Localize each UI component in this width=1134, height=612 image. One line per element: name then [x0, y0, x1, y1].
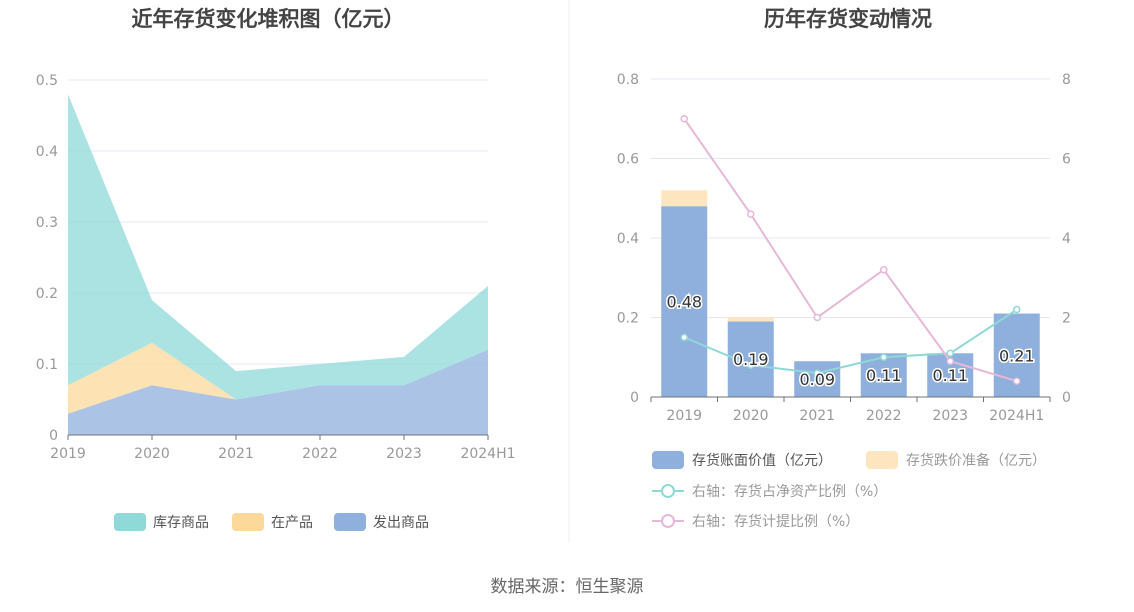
right-legend-marker [661, 484, 675, 498]
left-legend-swatch [114, 513, 146, 531]
right-y-axis: 0 0.2 0.4 0.6 0.8 [617, 72, 639, 406]
line-point [813, 313, 821, 322]
left-x-tick: 2021 [218, 446, 254, 462]
left-x-axis: 2019 2020 2021 2022 2023 2024H1 [50, 434, 516, 462]
area-在产品 [68, 342, 488, 414]
left-x-tick: 2019 [50, 446, 86, 462]
right-x-tick: 2020 [733, 408, 769, 424]
right-lines [680, 115, 1021, 385]
left-y-tick: 0.2 [36, 286, 58, 302]
bar-book-value [661, 206, 708, 397]
left-legend: 库存商品 在产品 发出商品 [114, 513, 429, 531]
data-source: 数据来源：恒生聚源 [491, 577, 644, 597]
left-legend-label: 库存商品 [153, 515, 209, 531]
bar-data-label: 0.09 [799, 370, 835, 389]
right-y-tick: 0.6 [617, 152, 639, 168]
bar-data-label: 0.21 [999, 346, 1035, 365]
left-y-axis: 0 0.1 0.2 0.3 0.4 0.5 [36, 73, 58, 444]
left-y-tick: 0.3 [36, 215, 58, 231]
left-x-tick: 2023 [386, 446, 422, 462]
right-y-tick: 0.4 [617, 231, 639, 247]
left-x-tick: 2024H1 [460, 446, 515, 462]
right-x-tick: 2021 [799, 408, 835, 424]
right-x-tick: 2024H1 [989, 408, 1044, 424]
right-y2-tick: 8 [1062, 72, 1071, 88]
left-y-tick: 0.5 [36, 73, 58, 89]
area-库存商品 [68, 94, 488, 400]
right-y-tick: 0.8 [617, 72, 639, 88]
right-y2-tick: 6 [1062, 152, 1071, 168]
bar-data-label: 0.48 [666, 293, 702, 312]
line-point [946, 349, 954, 358]
right-legend: 存货账面价值（亿元） 存货跌价准备（亿元） 右轴：存货占净资产比例（%） 右轴：存货计… [652, 451, 1046, 530]
bar-data-label: 0.19 [733, 350, 769, 369]
bar-data-label: 0.11 [932, 366, 968, 385]
line-point [680, 333, 688, 342]
line-point [813, 369, 821, 377]
right-bar-labels: 0.48 0.19 0.09 0.11 0.11 0.21 [665, 291, 1036, 391]
line-point [880, 353, 888, 361]
right-legend-label: 存货账面价值（亿元） [692, 452, 832, 469]
line-右轴：存货计提比例（%） [683, 118, 1018, 383]
left-areas [68, 94, 488, 435]
right-x-axis: 2019 2020 2021 2022 2023 2024H1 [650, 396, 1051, 424]
right-x-tick: 2023 [932, 408, 968, 424]
left-legend-swatch [232, 513, 264, 531]
line-point [680, 115, 688, 123]
bar-data-label: 0.11 [866, 366, 902, 385]
right-chart-title: 历年存货变动情况 [764, 7, 932, 31]
left-legend-swatch [334, 513, 366, 531]
right-y2-tick: 2 [1062, 311, 1071, 327]
left-x-tick: 2022 [302, 446, 338, 462]
bar-book-value [794, 361, 841, 397]
line-右轴：存货占净资产比例（%） [683, 308, 1018, 375]
right-legend-marker [661, 514, 675, 528]
right-y2-tick: 4 [1062, 231, 1071, 247]
left-y-tick: 0.1 [36, 357, 58, 373]
right-y-tick: 0 [630, 390, 639, 406]
line-point [1013, 305, 1021, 314]
line-point [747, 361, 755, 369]
right-y2-axis: 0 2 4 6 8 [1062, 72, 1071, 406]
left-y-tick: 0.4 [36, 144, 58, 160]
right-legend-swatch [652, 451, 684, 469]
stacked-area-chart: 近年存货变化堆积图（亿元） 00.10.20.30.40.5 2019 2020 2… [36, 7, 516, 531]
right-bars [661, 190, 1040, 397]
right-y2-tick: 0 [1062, 390, 1071, 406]
bar-line-chart: 历年存货变动情况 0 0.2 0.4 0.6 0.8 0 2 4 6 8 0.48 0.19 0.0… [617, 7, 1071, 530]
right-x-tick: 2019 [666, 408, 702, 424]
right-legend-label: 存货跌价准备（亿元） [906, 452, 1046, 469]
right-y-tick: 0.2 [617, 311, 639, 327]
left-legend-label: 在产品 [271, 515, 313, 531]
right-grid [651, 78, 1050, 318]
line-point [880, 266, 888, 274]
left-x-tick: 2020 [134, 446, 170, 462]
line-point [946, 357, 954, 365]
left-y-tick: 0 [49, 428, 58, 444]
left-legend-label: 发出商品 [373, 515, 429, 531]
bar-impairment [727, 317, 774, 322]
right-legend-label: 右轴：存货占净资产比例（%） [692, 483, 887, 500]
line-point [1013, 377, 1021, 385]
left-chart-title: 近年存货变化堆积图（亿元） [132, 7, 405, 31]
line-point [747, 210, 755, 218]
right-legend-label: 右轴：存货计提比例（%） [692, 513, 859, 530]
bar-impairment [661, 190, 708, 207]
right-legend-swatch [866, 451, 898, 469]
right-x-tick: 2022 [866, 408, 902, 424]
